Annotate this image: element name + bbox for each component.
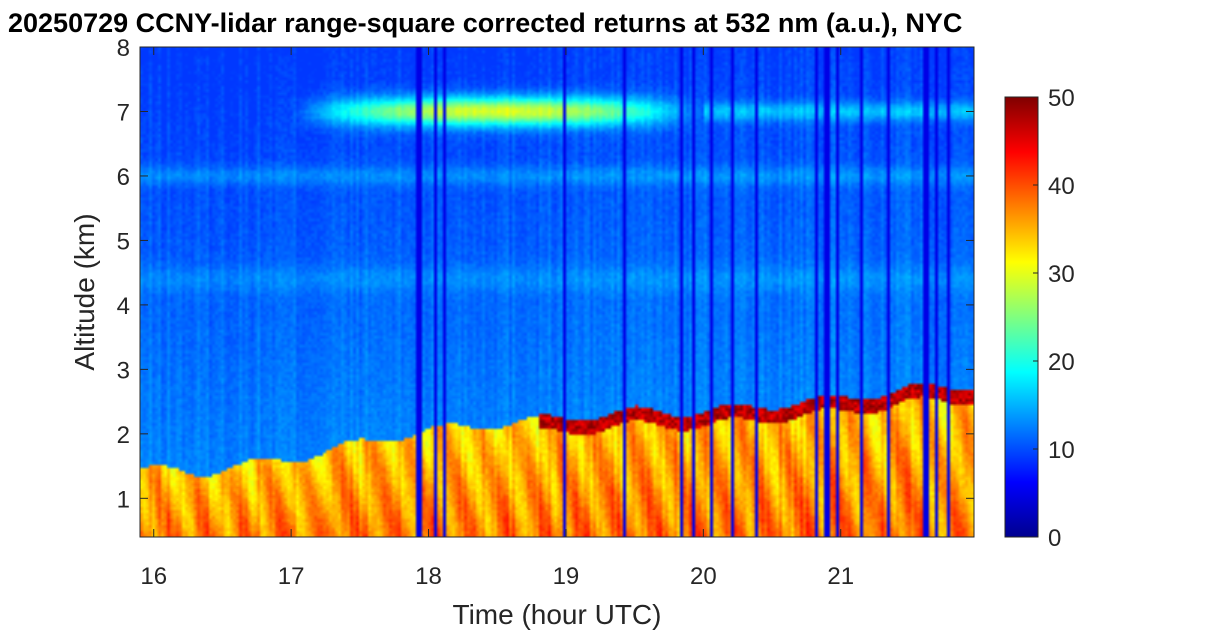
x-tick-label: 20 bbox=[690, 563, 717, 590]
x-tick-label: 17 bbox=[278, 563, 305, 590]
colorbar-tick-label: 10 bbox=[1048, 437, 1075, 464]
y-tick-label: 8 bbox=[117, 35, 130, 62]
x-tick-label: 18 bbox=[415, 563, 442, 590]
x-axis-label: Time (hour UTC) bbox=[453, 599, 662, 630]
x-tick-label: 16 bbox=[140, 563, 167, 590]
y-tick-label: 5 bbox=[117, 228, 130, 255]
colorbar-axis: 0 10 20 30 40 50 bbox=[1033, 85, 1075, 552]
colorbar-tick-label: 40 bbox=[1048, 173, 1075, 200]
colorbar-tick-label: 50 bbox=[1048, 85, 1075, 112]
colorbar-tick-label: 30 bbox=[1048, 261, 1075, 288]
chart-title: 20250729 CCNY-lidar range-square correct… bbox=[8, 8, 963, 38]
colorbar-frame bbox=[1004, 96, 1039, 538]
y-axis-label: Altitude (km) bbox=[69, 213, 100, 370]
y-tick-label: 6 bbox=[117, 164, 130, 191]
y-tick-label: 4 bbox=[117, 293, 130, 320]
plot-frame bbox=[139, 46, 975, 538]
x-tick-label: 19 bbox=[553, 563, 580, 590]
colorbar-tick-label: 20 bbox=[1048, 349, 1075, 376]
y-tick-label: 3 bbox=[117, 357, 130, 384]
lidar-heatmap bbox=[140, 47, 974, 537]
y-axis: 1 2 3 4 5 6 7 8 bbox=[117, 35, 974, 513]
y-tick-label: 2 bbox=[117, 422, 130, 449]
y-tick-label: 7 bbox=[117, 99, 130, 126]
x-axis: 16 17 18 19 20 21 bbox=[140, 47, 854, 590]
colorbar bbox=[1005, 97, 1038, 537]
colorbar-tick-label: 0 bbox=[1048, 525, 1061, 552]
y-tick-label: 1 bbox=[117, 486, 130, 513]
x-tick-label: 21 bbox=[827, 563, 854, 590]
